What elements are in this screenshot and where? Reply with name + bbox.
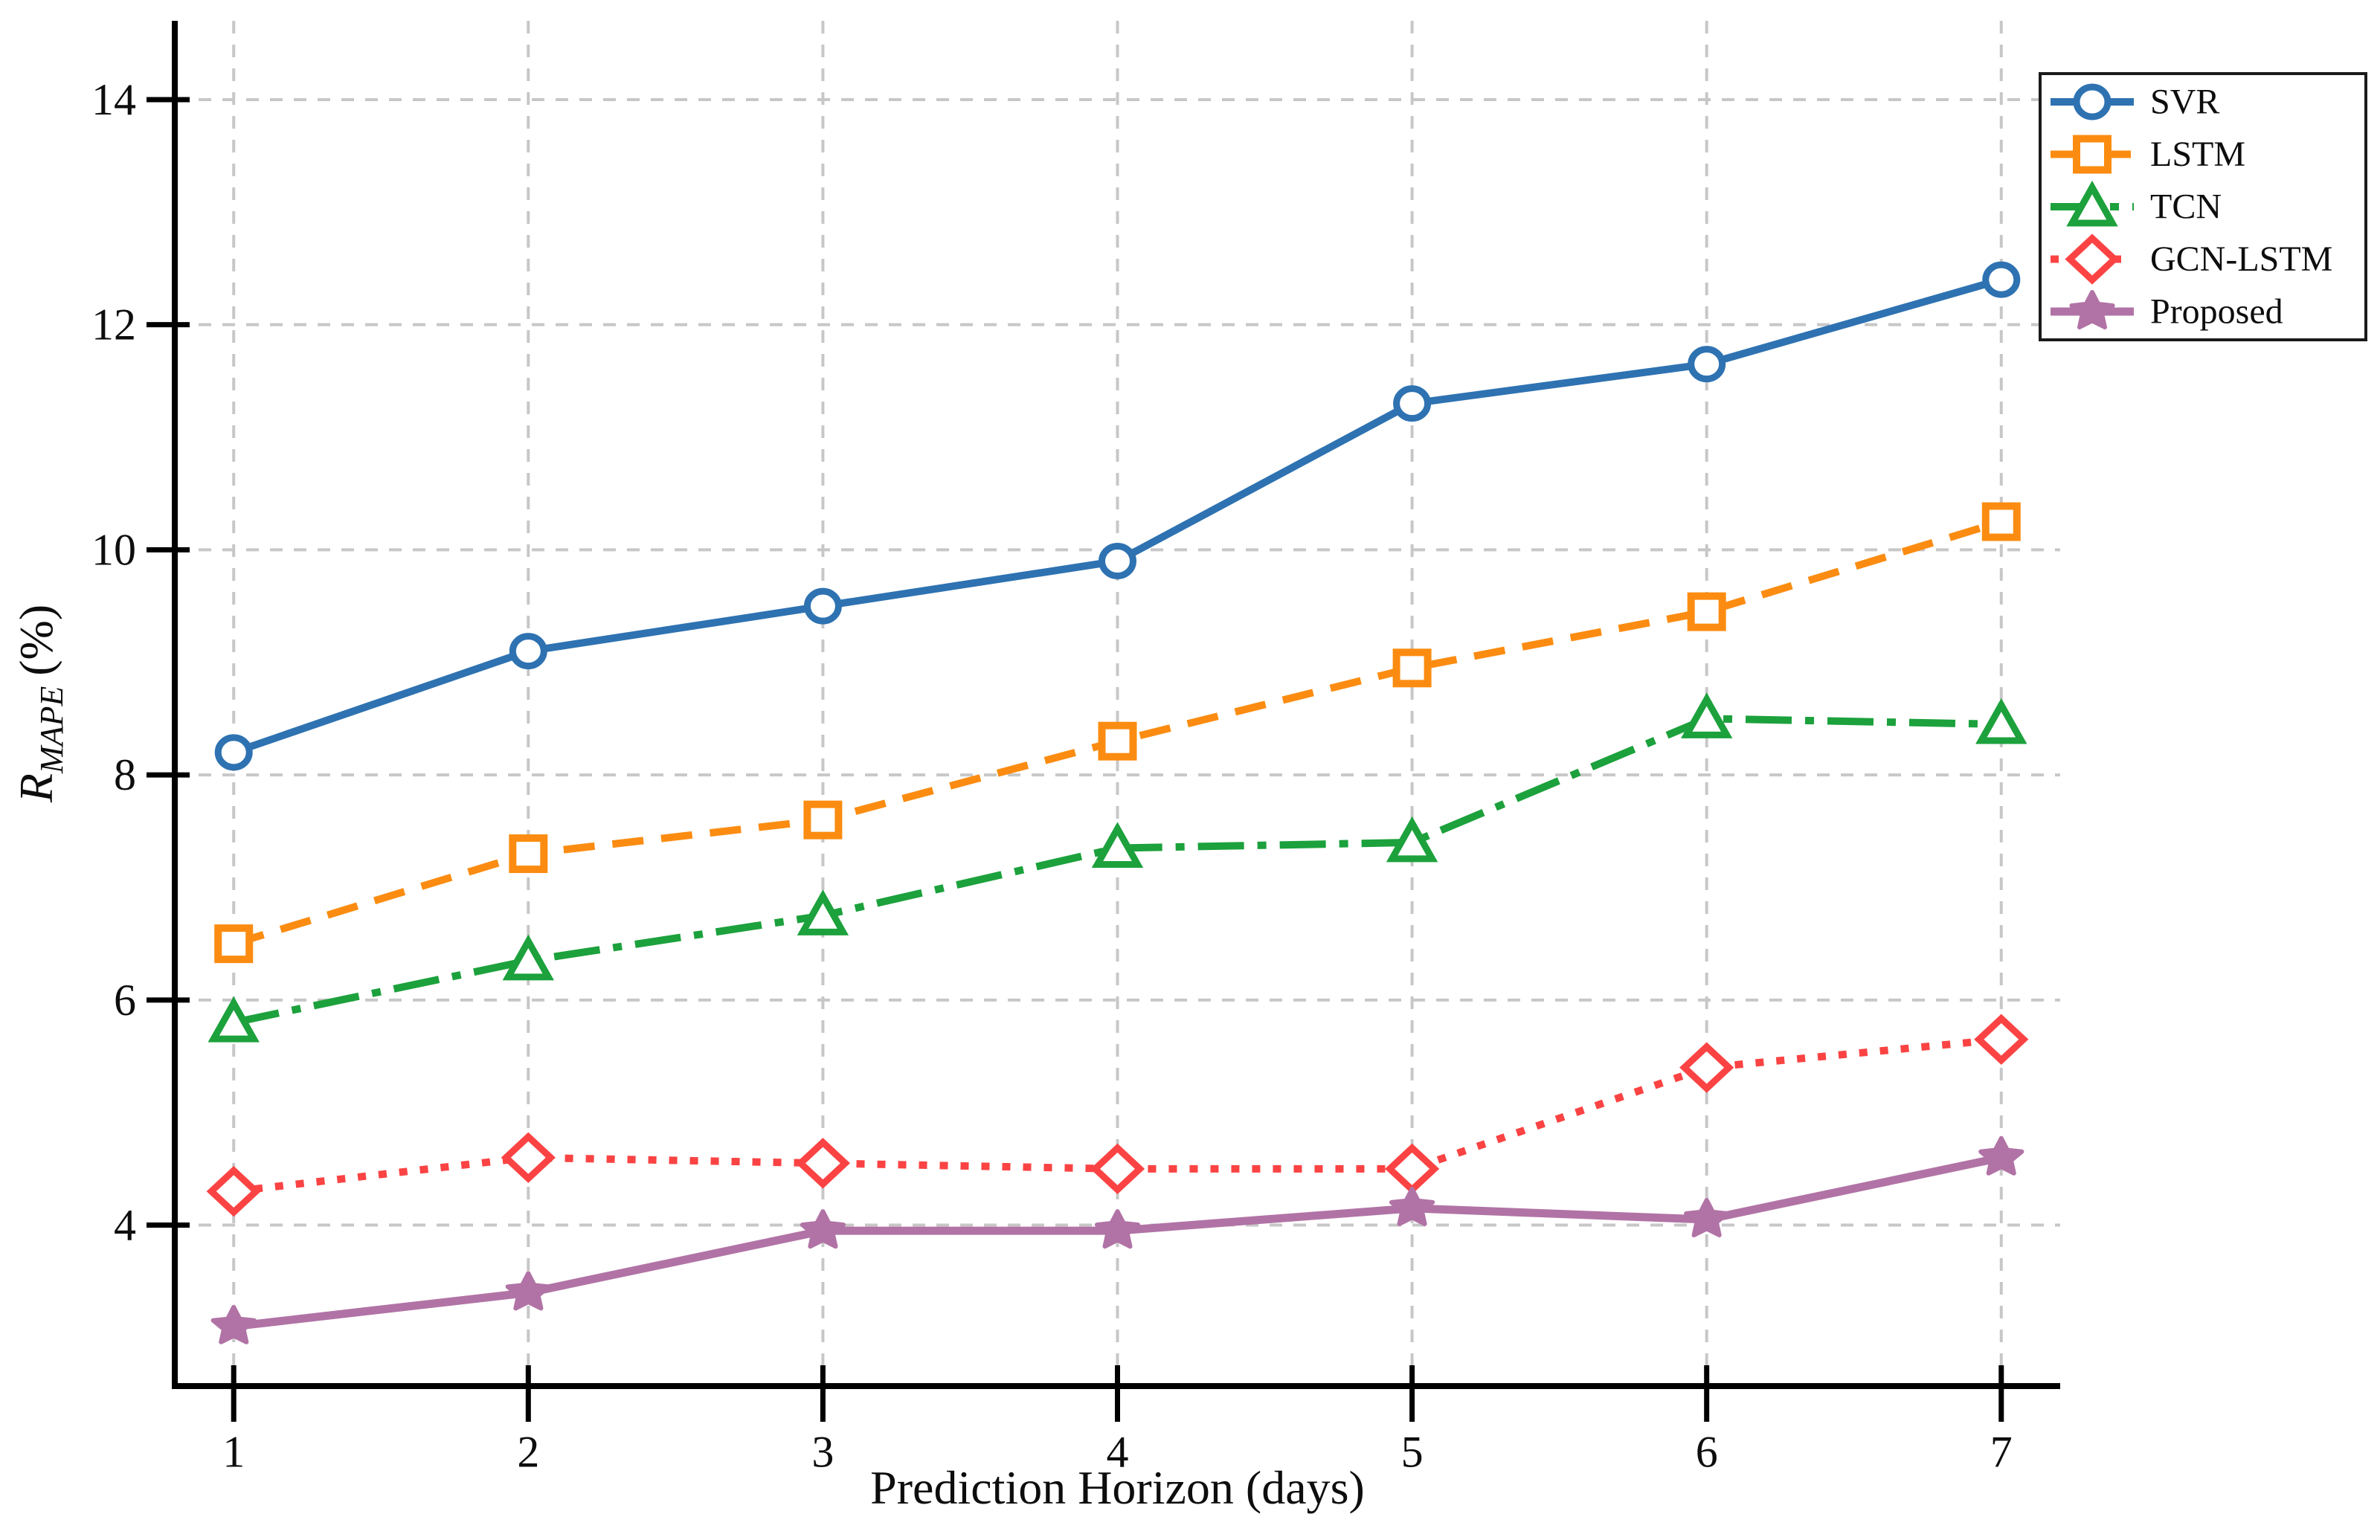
circle-marker xyxy=(1982,261,2021,298)
series-svr xyxy=(214,261,2021,771)
square-marker xyxy=(1392,648,1432,688)
triangle-marker xyxy=(208,996,260,1043)
y-tick-label: 6 xyxy=(114,976,136,1025)
diamond-marker xyxy=(1090,1143,1145,1195)
y-axis-label-suffix: (%) xyxy=(10,605,62,676)
legend-entry-gcn-lstm: GCN-LSTM xyxy=(2051,233,2332,285)
circle-marker xyxy=(803,587,842,625)
gridlines xyxy=(175,21,2060,1386)
legend-entry-proposed: Proposed xyxy=(2051,290,2283,332)
legend-label: TCN xyxy=(2150,187,2222,227)
legend-entry-lstm: LSTM xyxy=(2051,135,2245,174)
triangle-marker xyxy=(502,934,555,981)
diamond-marker xyxy=(795,1138,851,1189)
y-axis-label: RMAPE (%) xyxy=(10,605,70,803)
y-axis-label-subscript: MAPE xyxy=(33,686,70,774)
triangle-marker xyxy=(797,889,849,935)
x-axis-label: Prediction Horizon (days) xyxy=(870,1461,1365,1514)
star-marker xyxy=(1094,1209,1141,1249)
series-line xyxy=(232,276,2003,756)
diamond-marker xyxy=(1974,1014,2029,1065)
legend-entry-svr: SVR xyxy=(2051,83,2219,122)
star-marker xyxy=(1389,1186,1435,1226)
square-marker xyxy=(803,800,843,840)
legend-entry-tcn: TCN xyxy=(2051,180,2222,227)
diamond-marker xyxy=(1384,1143,1440,1195)
x-tick-label: 1 xyxy=(222,1427,245,1476)
square-marker xyxy=(1687,592,1726,631)
square-marker xyxy=(1981,502,2021,541)
triangle-marker xyxy=(1386,816,1438,863)
star-marker xyxy=(1978,1135,2024,1176)
y-axis-label-symbol: R xyxy=(10,773,62,803)
diamond-marker xyxy=(2065,233,2120,285)
x-tick-label: 2 xyxy=(517,1427,539,1476)
triangle-marker xyxy=(1091,822,1144,868)
x-tick-label: 5 xyxy=(1401,1427,1424,1476)
series-lstm xyxy=(214,502,2021,964)
y-tick-label: 12 xyxy=(91,300,136,349)
y-tick-label: 10 xyxy=(91,525,136,574)
legend-label: Proposed xyxy=(2150,292,2283,332)
legend: SVR LSTM TCN GCN-LSTM Proposed xyxy=(2039,72,2367,341)
legend-label: LSTM xyxy=(2150,135,2245,174)
y-tick-label: 4 xyxy=(114,1201,136,1250)
legend-label: SVR xyxy=(2150,83,2219,122)
star-marker xyxy=(210,1304,257,1344)
x-tick-label: 7 xyxy=(1990,1427,2013,1476)
square-marker xyxy=(509,834,548,874)
diamond-marker xyxy=(501,1132,556,1183)
legend-label: GCN-LSTM xyxy=(2150,239,2332,279)
circle-marker xyxy=(214,734,253,771)
star-marker xyxy=(1684,1198,1730,1237)
triangle-marker xyxy=(2066,180,2118,227)
star-marker xyxy=(2069,290,2115,329)
series-gcn-lstm xyxy=(206,1014,2029,1217)
triangle-marker xyxy=(1680,692,1733,738)
x-tick-label: 6 xyxy=(1696,1427,1718,1476)
circle-marker xyxy=(1688,346,1726,383)
circle-marker xyxy=(1393,385,1432,422)
circle-marker xyxy=(509,633,547,670)
y-tick-label: 8 xyxy=(114,750,136,799)
series-proposed xyxy=(210,1135,2024,1344)
x-tick-label: 4 xyxy=(1107,1427,1129,1476)
circle-marker xyxy=(1099,543,1136,580)
y-tick-label: 14 xyxy=(91,75,136,124)
square-marker xyxy=(1098,721,1137,761)
diamond-marker xyxy=(1679,1042,1734,1093)
square-marker xyxy=(214,924,254,964)
circle-marker xyxy=(2073,83,2112,120)
square-marker xyxy=(2073,135,2112,174)
x-tick-label: 3 xyxy=(811,1427,834,1476)
triangle-marker xyxy=(1975,697,2027,744)
series-tcn xyxy=(208,692,2027,1043)
star-marker xyxy=(800,1209,846,1249)
diamond-marker xyxy=(206,1165,261,1217)
star-marker xyxy=(505,1271,551,1311)
